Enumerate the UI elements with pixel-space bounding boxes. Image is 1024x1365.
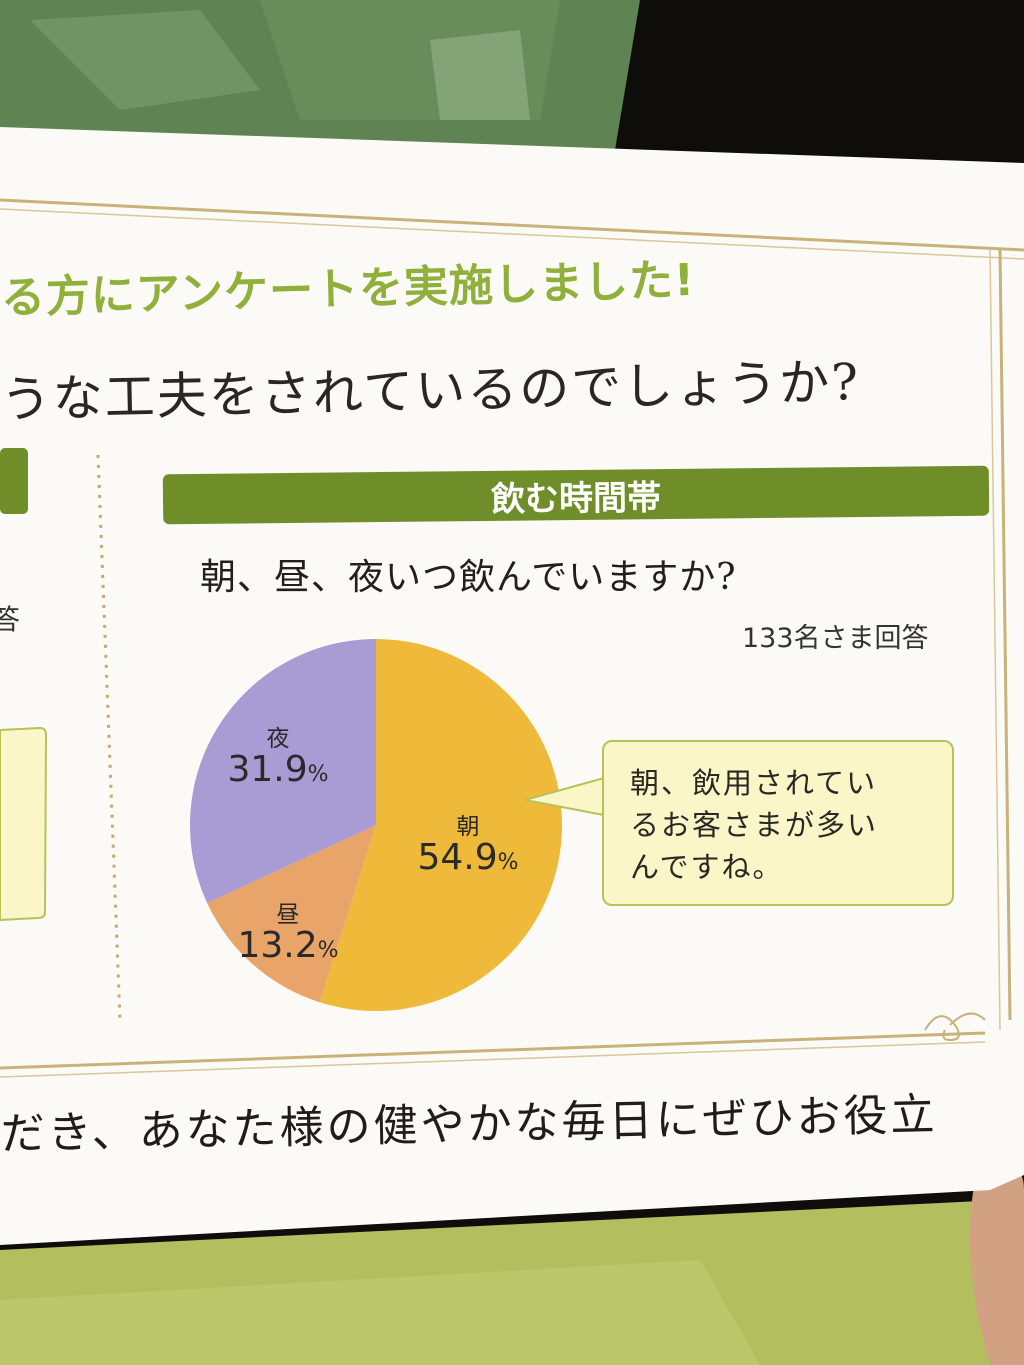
slice-percent: 54.9% [417,837,519,879]
left-panel-banner [0,448,28,514]
corner-ornament [924,1012,986,1042]
pie-slice-label: 昼 13.2% [218,903,358,965]
dotted-divider [96,454,122,1021]
pie-chart [190,639,563,1012]
left-panel-respondents: 答 [0,603,21,636]
percent-unit: % [317,938,339,964]
left-panel-callout [0,726,48,922]
section-title: 飲む時間帯 [162,465,990,525]
callout-line: るお客さまが多い [630,808,879,842]
callout-line: 朝、飲用されてい [630,766,878,800]
pie-slice [319,639,563,1012]
respondent-count: 133名さま回答 [742,623,929,654]
slice-percent: 31.9% [227,749,329,791]
slice-name: 昼 [276,902,300,928]
gold-frame [0,198,1024,252]
percent-unit: % [497,850,519,876]
thumb [970,1167,1024,1365]
pie-slice-label: 夜 31.9% [208,727,348,789]
slice-name: 夜 [266,726,290,752]
slice-name: 朝 [456,814,480,840]
pie-slice-label: 朝 54.9% [398,815,538,877]
percent-unit: % [307,762,329,788]
callout-line: んですね。 [630,850,784,884]
pie-slice [190,639,376,904]
callout-box: 朝、飲用されてい るお客さまが多い んですね。 [602,740,954,906]
pie-slice [207,825,376,1003]
slice-percent: 13.2% [237,925,339,967]
survey-question: 朝、昼、夜いつ飲んでいますか? [200,557,737,598]
